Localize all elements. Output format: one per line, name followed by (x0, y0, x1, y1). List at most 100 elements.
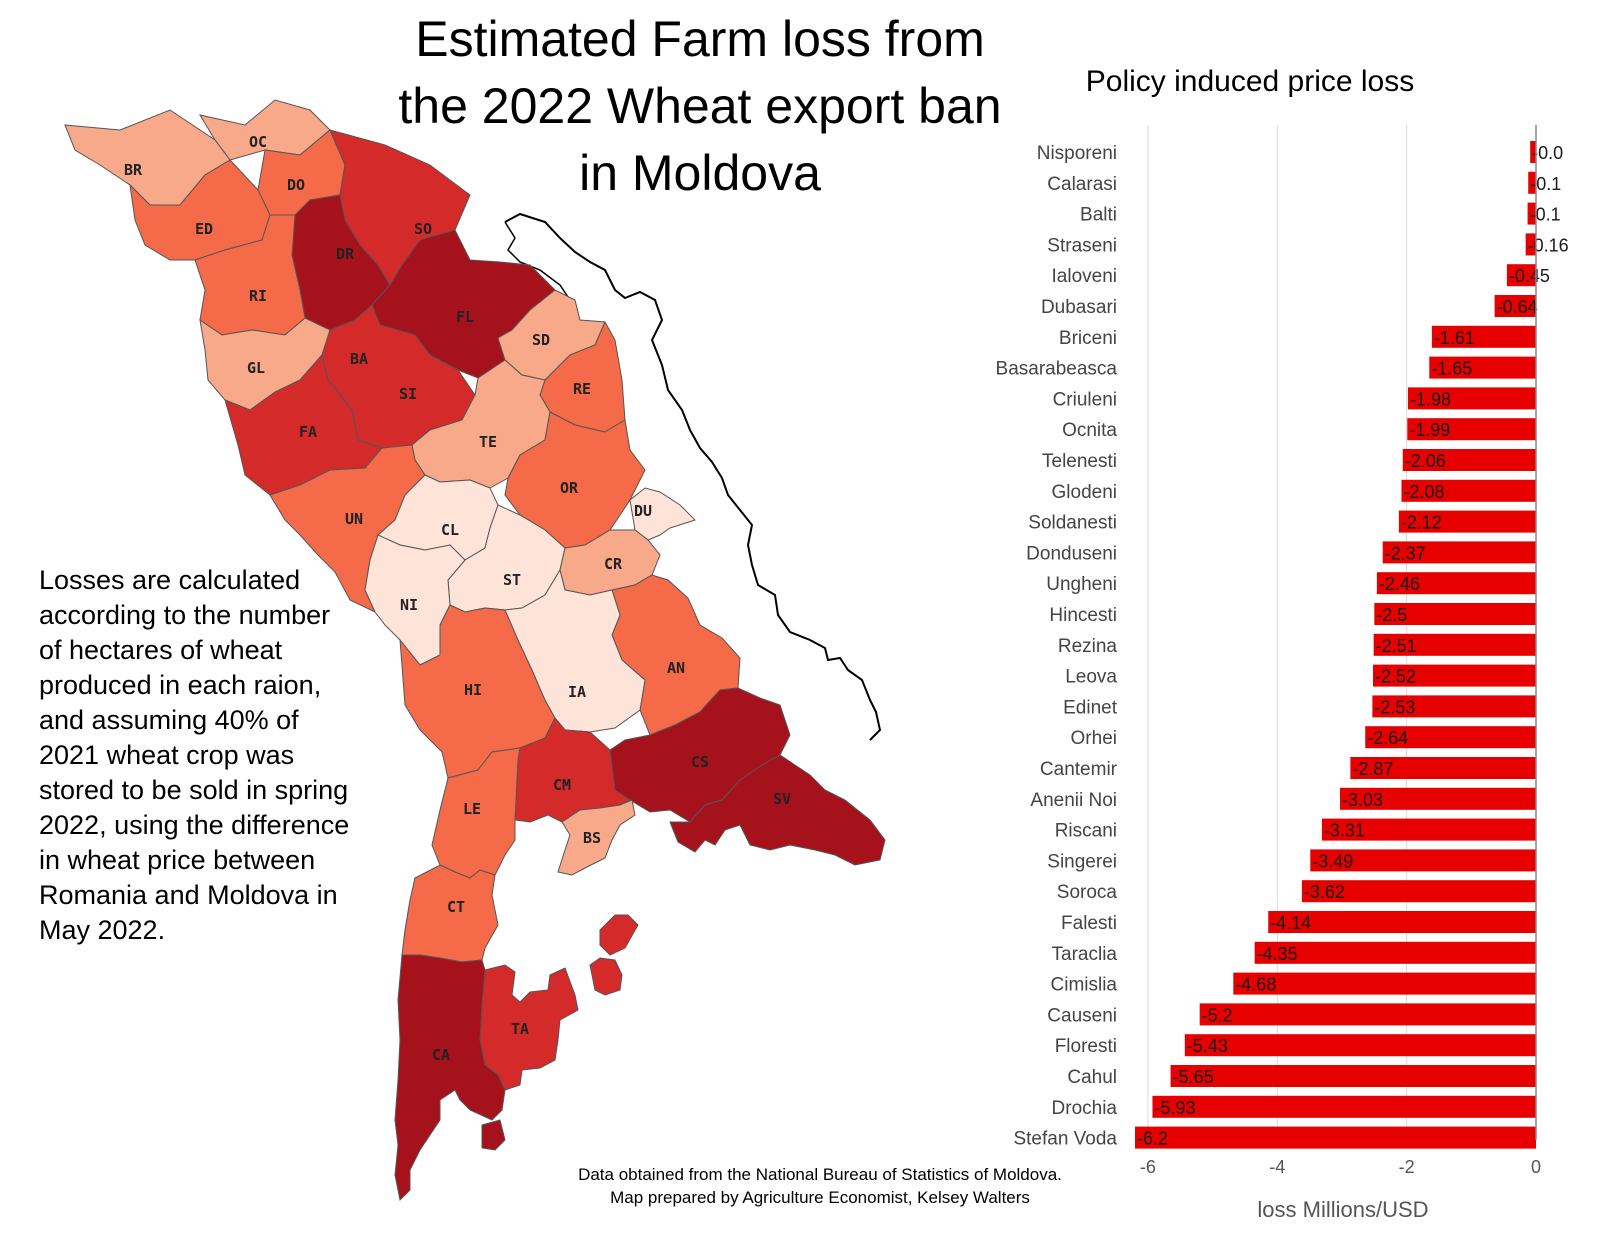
bar (1268, 911, 1536, 933)
bar (1402, 449, 1536, 471)
region-SV (669, 754, 886, 866)
methodology-note: Losses are calculated according to the n… (39, 563, 399, 948)
category-label: Soldanesti (1028, 513, 1117, 534)
category-label: Cantemir (1040, 759, 1118, 780)
bar (1254, 941, 1536, 964)
value-label: -2.37 (1385, 543, 1426, 563)
value-label: -3.62 (1304, 882, 1345, 902)
east-border-line (504, 221, 571, 301)
value-label: -2.08 (1403, 482, 1444, 502)
title-line-1: Estimated Farm loss from (415, 11, 985, 67)
value-label: -4.68 (1235, 975, 1276, 995)
label-TE: TE (479, 433, 497, 451)
value-label: -0.1 (1530, 205, 1561, 225)
region-FA (224, 353, 383, 496)
value-label: -0.64 (1497, 297, 1538, 317)
label-RI: RI (249, 287, 267, 305)
label-NI: NI (400, 596, 418, 614)
category-label: Soroca (1057, 882, 1118, 903)
region-TA (479, 914, 639, 1091)
value-label: -1.65 (1431, 359, 1472, 379)
value-label: -2.51 (1376, 636, 1417, 656)
title-line-2: the 2022 Wheat export ban (398, 78, 1002, 134)
label-OR: OR (560, 479, 579, 497)
value-label: -5.43 (1187, 1036, 1228, 1056)
label-CA: CA (432, 1046, 450, 1064)
source-line-2: Map prepared by Agriculture Economist, K… (610, 1188, 1030, 1207)
category-label: Balti (1080, 205, 1117, 226)
value-label: -2.53 (1374, 697, 1415, 717)
label-BR: BR (124, 161, 143, 179)
label-BA: BA (350, 350, 368, 368)
value-label: -5.65 (1173, 1067, 1214, 1087)
label-CL: CL (441, 521, 459, 539)
bar (1184, 1034, 1536, 1057)
category-label: Rezina (1058, 636, 1118, 657)
transnistria-outline (504, 212, 882, 741)
category-label: Ungheni (1046, 574, 1117, 595)
region-CM (514, 717, 631, 823)
value-label: -2.87 (1352, 759, 1393, 779)
value-label: -2.5 (1376, 605, 1407, 625)
note-line: 2022, using the difference (39, 810, 350, 840)
value-label: -2.46 (1379, 574, 1420, 594)
moldova-map: OC BR DO ED SO DR RI FL SD BA GL SI RE F… (64, 99, 886, 1202)
bar (1321, 818, 1536, 841)
note-line: and assuming 40% of (39, 705, 299, 735)
bar (1494, 295, 1536, 317)
bar (1152, 1095, 1536, 1118)
category-label: Hincesti (1049, 605, 1117, 626)
source-line-1: Data obtained from the National Bureau o… (578, 1165, 1062, 1184)
value-label: -3.49 (1312, 851, 1353, 871)
category-label: Straseni (1047, 235, 1117, 256)
label-DR: DR (336, 245, 355, 263)
map-title: Estimated Farm loss from the 2022 Wheat … (340, 6, 1060, 207)
category-label: Singerei (1047, 851, 1117, 872)
source-credit: Data obtained from the National Bureau o… (480, 1163, 1160, 1209)
region-LE (431, 747, 521, 879)
label-CM: CM (553, 776, 571, 794)
value-label: -2.64 (1367, 728, 1408, 748)
note-line: May 2022. (39, 915, 166, 945)
label-RE: RE (573, 380, 591, 398)
category-label: Cahul (1067, 1067, 1117, 1088)
bar (1199, 1003, 1536, 1026)
value-label: -5.93 (1154, 1098, 1195, 1118)
category-label: Edinet (1063, 697, 1118, 718)
category-label: Stefan Voda (1013, 1129, 1117, 1150)
bar (1340, 787, 1536, 810)
value-label: -3.31 (1324, 821, 1365, 841)
value-label: -0.45 (1509, 266, 1550, 286)
category-label: Criuleni (1053, 389, 1117, 410)
category-label: Floresti (1055, 1036, 1117, 1057)
category-label: Cimislia (1051, 975, 1118, 996)
label-SD: SD (532, 331, 550, 349)
label-SO: SO (414, 220, 432, 238)
label-SV: SV (773, 790, 791, 808)
category-label: Telenesti (1042, 451, 1117, 472)
label-AN: AN (667, 659, 685, 677)
category-label: Nisporeni (1037, 143, 1117, 164)
chart-title: Policy induced price loss (1086, 65, 1415, 98)
label-ST: ST (503, 571, 521, 589)
label-ED: ED (195, 220, 213, 238)
label-DU: DU (634, 502, 652, 520)
label-CT: CT (447, 898, 465, 916)
bar (1401, 479, 1536, 502)
bar (1233, 972, 1536, 995)
x-axis-label: loss Millions/USD (1257, 1197, 1428, 1222)
note-line: of hectares of wheat (39, 635, 283, 665)
category-label: Riscani (1055, 821, 1117, 842)
bar (1373, 664, 1536, 687)
bar (1407, 387, 1536, 410)
category-label: Causeni (1047, 1005, 1117, 1026)
value-label: -5.2 (1202, 1005, 1233, 1025)
bar (1376, 572, 1536, 595)
category-label: Basarabeasca (996, 359, 1118, 380)
title-line-3: in Moldova (579, 145, 821, 201)
category-label: Taraclia (1052, 944, 1118, 965)
note-line: Romania and Moldova in (39, 880, 338, 910)
label-FL: FL (456, 308, 474, 326)
value-label: -0.1 (1530, 174, 1561, 194)
category-label: Ocnita (1062, 420, 1117, 441)
